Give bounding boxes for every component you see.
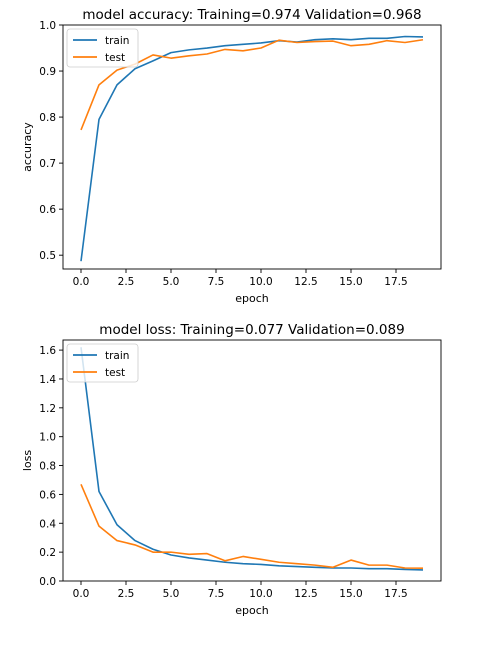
x-tick-label: 10.0 — [249, 276, 272, 288]
y-axis-label: accuracy — [21, 122, 34, 172]
x-tick-label: 2.5 — [118, 588, 135, 600]
legend: train test — [66, 28, 139, 68]
plot-frame — [62, 24, 442, 270]
series-line-test — [80, 483, 424, 569]
y-tick-label: 1.6 — [39, 345, 56, 357]
chart-title: model accuracy: Training=0.974 Validatio… — [82, 7, 421, 23]
x-tick-label: 5.0 — [163, 276, 180, 288]
y-tick-label: 0.8 — [39, 461, 56, 473]
legend-label-test: test — [105, 367, 125, 379]
x-tick-label: 0.0 — [73, 276, 90, 288]
y-tick-label: 0.6 — [39, 204, 56, 216]
x-tick-label: 5.0 — [163, 588, 180, 600]
legend-label-test: test — [105, 52, 125, 64]
x-tick-label: 15.0 — [339, 588, 362, 600]
y-tick-label: 0.8 — [39, 112, 56, 124]
y-tick-label: 0.6 — [39, 489, 56, 501]
y-tick-label: 0.5 — [39, 250, 56, 262]
y-tick-label: 1.2 — [39, 403, 56, 415]
chart-title: model loss: Training=0.077 Validation=0.… — [99, 322, 404, 338]
x-tick-label: 15.0 — [339, 276, 362, 288]
x-tick-label: 17.5 — [384, 276, 407, 288]
y-tick-label: 1.4 — [39, 374, 56, 386]
x-tick-label: 12.5 — [294, 588, 317, 600]
x-tick-label: 2.5 — [118, 276, 135, 288]
loss-chart: model loss: Training=0.077 Validation=0.… — [21, 322, 442, 617]
series-line-train — [80, 347, 424, 571]
legend-label-train: train — [105, 35, 129, 47]
y-tick-label: 0.9 — [39, 66, 56, 78]
x-axis-label: epoch — [235, 292, 269, 305]
series-line-train — [80, 35, 424, 262]
x-tick-label: 10.0 — [249, 588, 272, 600]
y-axis-label: loss — [21, 450, 34, 472]
y-tick-label: 1.0 — [39, 432, 56, 444]
x-tick-label: 17.5 — [384, 588, 407, 600]
y-tick-label: 0.0 — [39, 576, 56, 588]
x-tick-label: 12.5 — [294, 276, 317, 288]
legend: train test — [66, 343, 139, 383]
plot-frame — [62, 339, 442, 582]
y-tick-label: 0.7 — [39, 158, 56, 170]
x-tick-label: 7.5 — [208, 588, 225, 600]
legend-label-train: train — [105, 350, 129, 362]
x-tick-label: 7.5 — [208, 276, 225, 288]
x-tick-label: 0.0 — [73, 588, 90, 600]
y-tick-label: 1.0 — [39, 20, 56, 32]
accuracy-chart: model accuracy: Training=0.974 Validatio… — [21, 7, 442, 305]
x-axis-label: epoch — [235, 604, 269, 617]
y-tick-label: 0.2 — [39, 547, 56, 559]
y-tick-label: 0.4 — [39, 518, 56, 530]
